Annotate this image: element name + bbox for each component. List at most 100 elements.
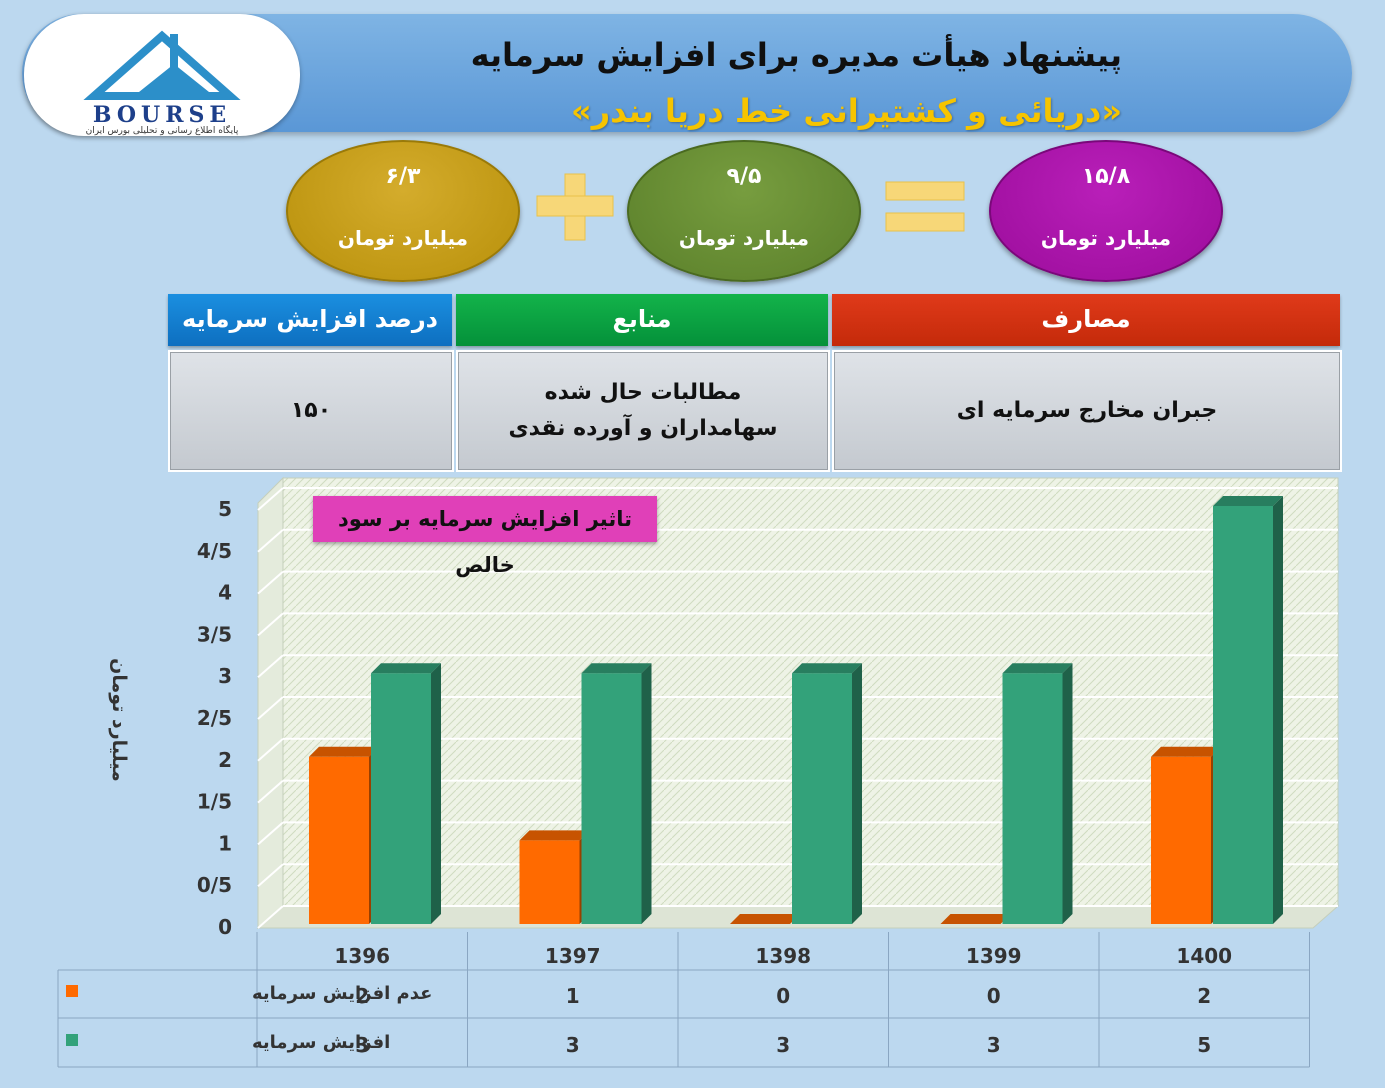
bar-front (1002, 673, 1063, 924)
x-tick-label: 1396 (334, 944, 390, 968)
y-tick-label: 2 (218, 748, 232, 772)
data-table-value: 2 (1197, 984, 1211, 1008)
oval-green-unit: میلیارد تومان (678, 226, 810, 250)
y-tick-label: 2/5 (197, 706, 232, 730)
bar (1151, 746, 1221, 924)
bar-side (1062, 663, 1073, 924)
oval-gold-value: ۶/۳ (385, 164, 421, 189)
gridline-side (257, 570, 284, 595)
oval-capital-gold: ۶/۳ میلیارد تومان (286, 140, 520, 282)
data-table-value: 1 (566, 984, 580, 1008)
oval-gold-unit: میلیارد تومان (337, 226, 469, 250)
gridline-side (257, 905, 284, 929)
oval-capital-purple: ۱۵/۸ میلیارد تومان (989, 140, 1223, 282)
bar-top (1151, 746, 1221, 757)
header-uses: مصارف (832, 294, 1340, 346)
bourse-logo: BOURSE پایگاه اطلاع رسانی و تحلیلی بورس … (24, 14, 300, 136)
data-table-value: 2 (355, 984, 369, 1008)
logo-mark-icon (83, 30, 241, 100)
bar (309, 746, 379, 924)
bar (792, 663, 862, 924)
y-tick-label: 4 (218, 581, 232, 605)
y-tick-label: 3/5 (197, 622, 232, 646)
x-tick-label: 1400 (1176, 944, 1232, 968)
bar-top (581, 663, 652, 674)
y-tick-label: 0/5 (197, 873, 232, 897)
bar-front (581, 673, 642, 924)
bar-front (792, 673, 852, 924)
percent-value: ۱۵۰ (290, 398, 332, 423)
bar (1002, 663, 1073, 924)
y-axis-label-wrap: میلیارد تومان (100, 620, 130, 820)
gridline-side (257, 696, 284, 720)
oval-green-value: ۹/۵ (726, 164, 762, 189)
y-axis-label: میلیارد تومان (108, 658, 130, 782)
sources-value: مطالبات حال شده سهامداران و آورده نقدی (508, 380, 778, 441)
cell-capital-increase-percent: ۱۵۰ (168, 350, 454, 472)
y-tick-label: 3 (218, 664, 232, 688)
data-table-value: 0 (987, 984, 1001, 1008)
oval-capital-green: ۹/۵ میلیارد تومان (627, 140, 861, 282)
logo-subtext: پایگاه اطلاع رسانی و تحلیلی بورس ایران (85, 126, 239, 136)
bar-front (519, 840, 580, 924)
bar-top (792, 663, 862, 674)
bar-front (1213, 506, 1273, 924)
uses-value: جبران مخارج سرمایه ای (956, 398, 1218, 423)
gridline-side (257, 821, 284, 846)
bar-top (940, 914, 1011, 924)
legend-swatch (66, 985, 78, 997)
data-table-value: 0 (776, 984, 790, 1008)
bar (519, 830, 590, 924)
x-tick-label: 1397 (545, 944, 601, 968)
gridline-side (257, 863, 284, 887)
logo-text: BOURSE (92, 102, 232, 128)
bar-top (371, 663, 441, 674)
bar-top (730, 914, 800, 924)
x-tick-label: 1399 (966, 944, 1022, 968)
bar (1213, 496, 1283, 924)
legend-label: افزایش سرمایه (252, 1032, 390, 1053)
y-tick-label: 5 (218, 497, 232, 521)
page-title: پیشنهاد هیأت مدیره برای افزایش سرمایه (470, 36, 1122, 74)
bar-side (852, 663, 862, 924)
data-table-value: 3 (355, 1033, 369, 1057)
bar-top (1002, 663, 1073, 674)
bar-front (309, 756, 369, 924)
data-table-value: 3 (566, 1033, 580, 1057)
bar-front (1151, 756, 1211, 924)
bar-front (371, 673, 431, 924)
bar-top (309, 746, 379, 757)
cell-uses: جبران مخارج سرمایه ای (832, 350, 1342, 472)
y-tick-label: 0 (218, 915, 232, 939)
gridline-side (257, 738, 284, 762)
chart-title: تاثیر افزایش سرمایه بر سود خالص (313, 496, 657, 577)
oval-purple-unit: میلیارد تومان (1040, 226, 1172, 250)
y-tick-label: 4/5 (197, 539, 232, 563)
bar-chart: 0 0/5 1 1/5 2 2/5 3 3/5 4 4/5 5 1396 1397 1398 1399 14… (57, 476, 1340, 1068)
oval-purple-value: ۱۵/۸ (1081, 164, 1131, 189)
legend-swatch (66, 1034, 78, 1046)
bar-side (641, 663, 652, 924)
bar (940, 914, 1011, 924)
data-table-value: 3 (776, 1033, 790, 1057)
header-capital-increase-percent: درصد افزایش سرمایه (168, 294, 452, 346)
y-tick-label: 1 (218, 831, 232, 855)
bar-side (1273, 496, 1283, 924)
gridline-side (257, 612, 284, 637)
cell-sources: مطالبات حال شده سهامداران و آورده نقدی (456, 350, 830, 472)
x-tick-label: 1398 (755, 944, 811, 968)
header-sources: منابع (456, 294, 828, 346)
plus-icon (536, 173, 614, 241)
bar-top (519, 830, 590, 841)
bar (581, 663, 652, 924)
bar-side (431, 663, 441, 924)
y-tick-label: 1/5 (197, 790, 232, 814)
bar (371, 663, 441, 924)
gridline-side (257, 529, 284, 553)
data-table-value: 5 (1197, 1033, 1211, 1057)
page-subtitle: «دریائی و کشتیرانی خط دریا بندر» (571, 92, 1122, 130)
bar-top (1213, 496, 1283, 506)
plot-side-wall (257, 476, 284, 930)
bar (730, 914, 800, 924)
equals-icon (885, 181, 965, 232)
